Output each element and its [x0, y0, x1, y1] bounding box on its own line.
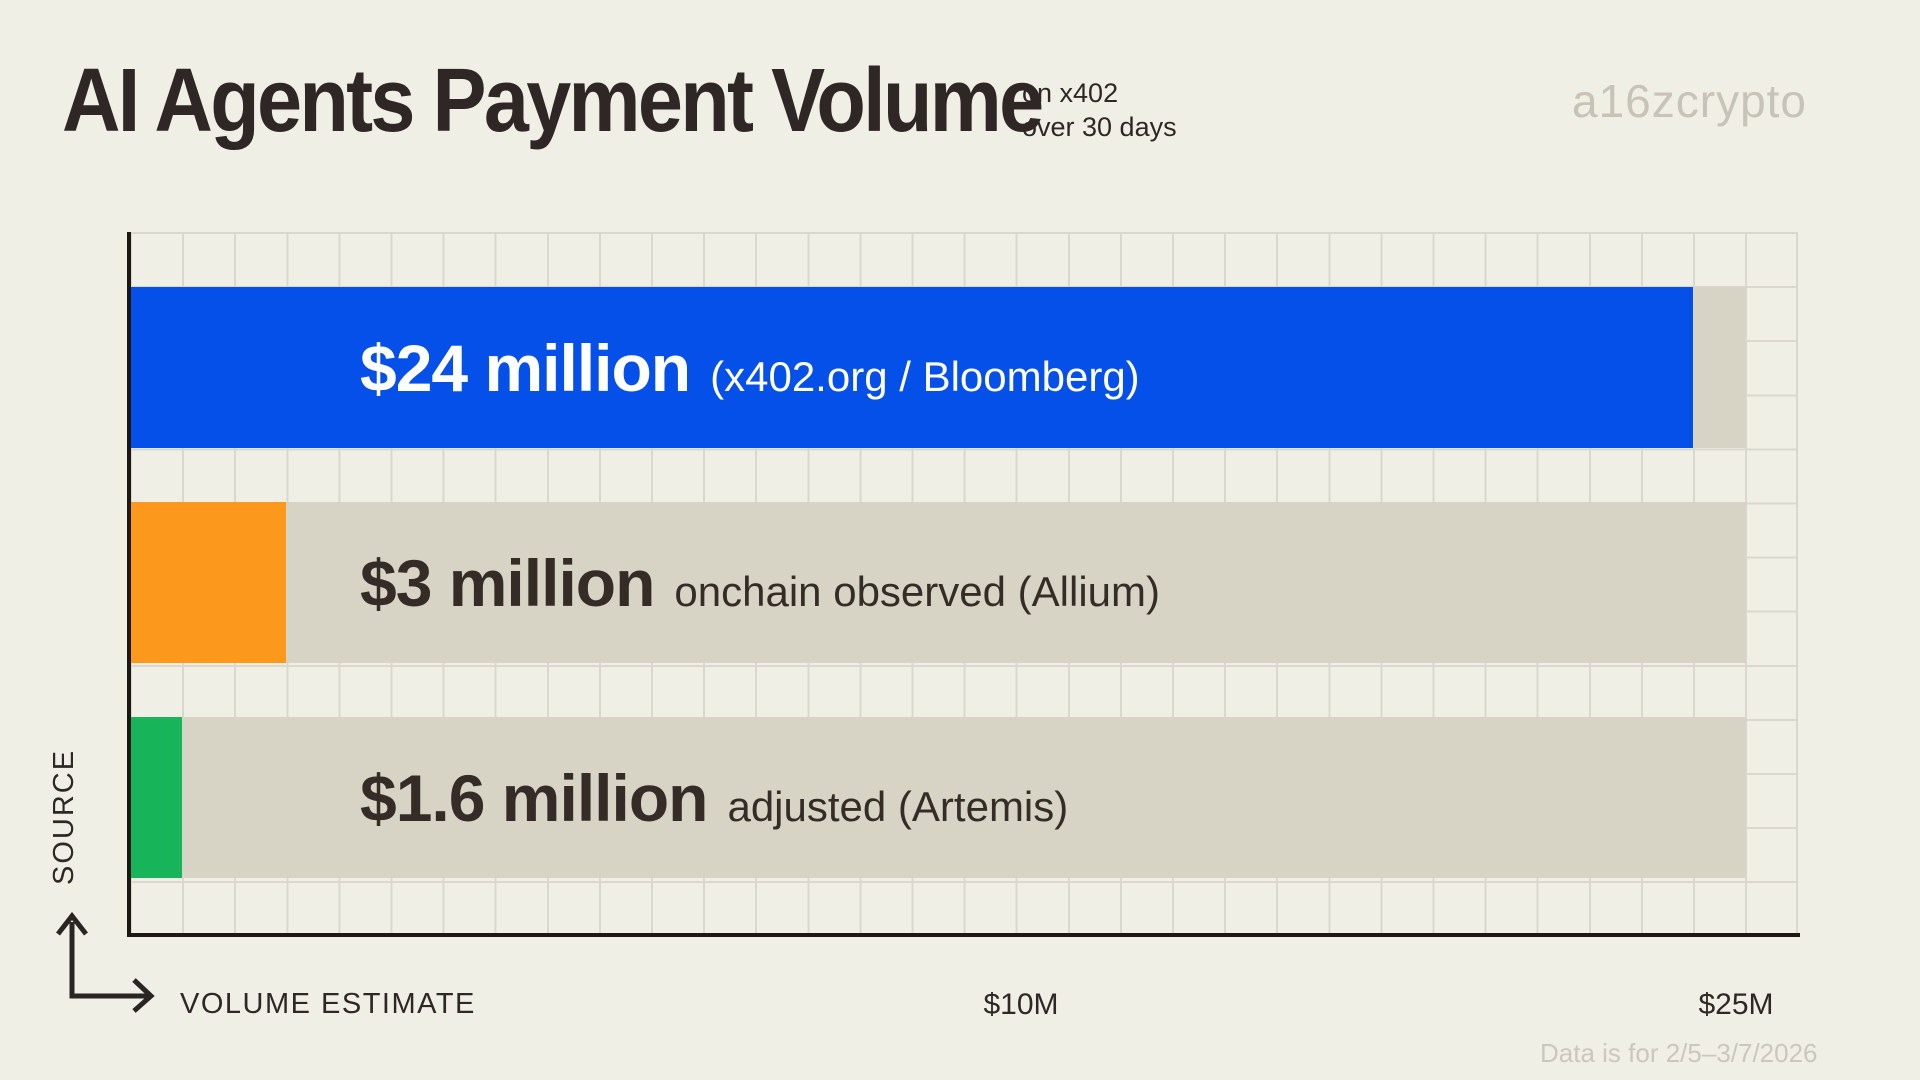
bar-source-label: (x402.org / Bloomberg)	[710, 352, 1140, 400]
x-axis-line	[127, 933, 1800, 937]
x-tick-25m: $25M	[1698, 988, 1774, 1021]
chart-subtitle: on x402 over 30 days	[1022, 76, 1177, 144]
bar-value-label: $24 million	[360, 330, 691, 405]
x-axis-title: VOLUME ESTIMATE	[180, 988, 476, 1020]
bar-x402-bloomberg	[130, 287, 1693, 448]
a16zcrypto-logo: a16zcrypto	[1572, 75, 1808, 127]
axis-direction-arrows-icon	[56, 911, 155, 1013]
bar-track	[130, 502, 1746, 663]
bar-track	[130, 717, 1746, 878]
bar-row-bloomberg: $24 million (x402.org / Bloomberg)	[130, 287, 1796, 448]
bar-row-artemis: $1.6 million adjusted (Artemis)	[130, 717, 1796, 878]
bar-label-group: $1.6 million adjusted (Artemis)	[360, 760, 1068, 836]
bar-label-group: $3 million onchain observed (Allium)	[360, 545, 1160, 621]
bar-allium	[130, 502, 286, 663]
bar-label-group: $24 million (x402.org / Bloomberg)	[360, 330, 1140, 406]
data-date-note: Data is for 2/5–3/7/2026	[1540, 1038, 1818, 1068]
bar-value-label: $1.6 million	[360, 760, 708, 835]
bar-source-label: adjusted (Artemis)	[727, 782, 1069, 830]
chart-subtitle-line-1: on x402	[1022, 78, 1119, 108]
chart-subtitle-line-2: over 30 days	[1022, 112, 1177, 142]
bar-source-label: onchain observed (Allium)	[674, 567, 1160, 615]
chart-plot-area: $24 million (x402.org / Bloomberg) $3 mi…	[130, 232, 1798, 935]
x-tick-10m: $10M	[983, 988, 1059, 1021]
chart-title: AI Agents Payment Volume	[62, 51, 1044, 151]
bar-artemis	[130, 717, 182, 878]
y-axis-line	[127, 232, 131, 937]
y-axis-title: SOURCE	[48, 748, 80, 885]
bar-row-allium: $3 million onchain observed (Allium)	[130, 502, 1796, 663]
bar-value-label: $3 million	[360, 545, 655, 620]
